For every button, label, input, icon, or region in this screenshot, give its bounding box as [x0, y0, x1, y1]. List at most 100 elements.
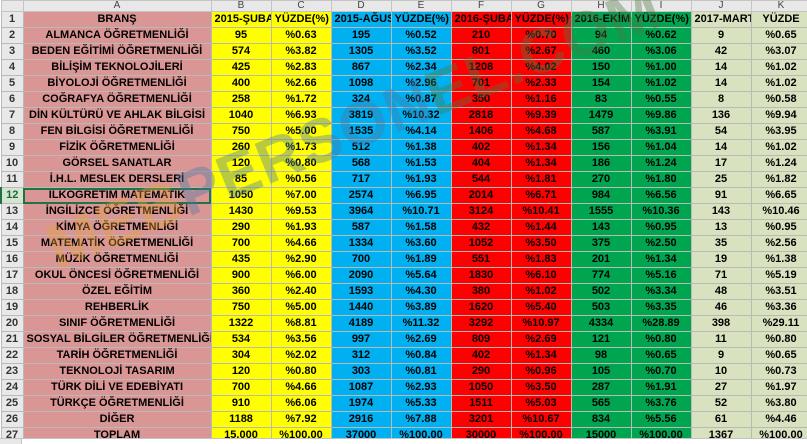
cell-pct-3[interactable]: %3.35: [630, 299, 692, 316]
cell-count-3[interactable]: 1479: [570, 107, 632, 124]
column-header-D[interactable]: D: [330, 0, 392, 12]
cell-count-3[interactable]: 121: [570, 331, 632, 348]
cell-count-1[interactable]: 512: [330, 139, 392, 156]
row-header-9[interactable]: 9: [0, 139, 24, 156]
cell-pct-4[interactable]: %6.65: [750, 187, 807, 204]
cell-count-2[interactable]: 3124: [450, 203, 512, 220]
column-header-I[interactable]: I: [630, 0, 692, 12]
header-cell-pct-4[interactable]: YÜZDE: [750, 11, 807, 28]
cell-pct-1[interactable]: %1.53: [390, 155, 452, 172]
cell-pct-3[interactable]: %3.06: [630, 43, 692, 60]
cell-pct-3[interactable]: %0.55: [630, 91, 692, 108]
cell-pct-4[interactable]: %1.02: [750, 59, 807, 76]
cell-count-0[interactable]: 95: [210, 27, 272, 44]
cell-pct-0[interactable]: %2.40: [270, 283, 332, 300]
cell-count-2[interactable]: 350: [450, 91, 512, 108]
cell-count-1[interactable]: 2574: [330, 187, 392, 204]
cell-count-3[interactable]: 565: [570, 395, 632, 412]
cell-pct-4[interactable]: %29.11: [750, 315, 807, 332]
cell-count-1[interactable]: 700: [330, 251, 392, 268]
row-header-20[interactable]: 20: [0, 315, 24, 332]
cell-pct-4[interactable]: %2.56: [750, 235, 807, 252]
cell-pct-4[interactable]: %0.95: [750, 219, 807, 236]
header-cell-count-0[interactable]: 2015-ŞUBAT: [210, 11, 272, 28]
cell-count-3[interactable]: 834: [570, 411, 632, 428]
cell-pct-4[interactable]: %4.46: [750, 411, 807, 428]
row-header-14[interactable]: 14: [0, 219, 24, 236]
cell-count-1[interactable]: 1974: [330, 395, 392, 412]
cell-pct-2[interactable]: %3.50: [510, 235, 572, 252]
header-cell-count-4[interactable]: 2017-MART(EK): [690, 11, 752, 28]
cell-pct-2[interactable]: %1.83: [510, 251, 572, 268]
cell-count-2[interactable]: 290: [450, 363, 512, 380]
cell-brans[interactable]: DİN KÜLTÜRÜ VE AHLAK BİLGİSİ: [22, 107, 212, 124]
cell-pct-1[interactable]: %10.32: [390, 107, 452, 124]
cell-brans[interactable]: SOSYAL BİLGİLER ÖĞRETMENLİĞİ: [22, 331, 212, 348]
cell-pct-0[interactable]: %4.66: [270, 379, 332, 396]
cell-count-3[interactable]: 154: [570, 75, 632, 92]
cell-count-2[interactable]: 2818: [450, 107, 512, 124]
cell-brans[interactable]: FİZİK ÖĞRETMENLİĞİ: [22, 139, 212, 156]
cell-pct-3[interactable]: %9.86: [630, 107, 692, 124]
cell-pct-3[interactable]: %0.62: [630, 27, 692, 44]
row-header-26[interactable]: 26: [0, 411, 24, 428]
cell-pct-3[interactable]: %5.56: [630, 411, 692, 428]
cell-pct-1[interactable]: %1.58: [390, 219, 452, 236]
cell-count-2[interactable]: 1830: [450, 267, 512, 284]
cell-count-4[interactable]: 17: [690, 155, 752, 172]
row-header-5[interactable]: 5: [0, 75, 24, 92]
cell-count-0[interactable]: 750: [210, 123, 272, 140]
cell-count-1[interactable]: 717: [330, 171, 392, 188]
cell-pct-1[interactable]: %0.52: [390, 27, 452, 44]
cell-pct-3[interactable]: %1.00: [630, 59, 692, 76]
cell-count-3[interactable]: 143: [570, 219, 632, 236]
cell-count-4[interactable]: 398: [690, 315, 752, 332]
cell-pct-2[interactable]: %4.68: [510, 123, 572, 140]
cell-pct-2[interactable]: %10.67: [510, 411, 572, 428]
cell-count-3[interactable]: 287: [570, 379, 632, 396]
cell-count-1[interactable]: 1535: [330, 123, 392, 140]
cell-count-1[interactable]: 867: [330, 59, 392, 76]
cell-count-0[interactable]: 360: [210, 283, 272, 300]
cell-pct-4[interactable]: %0.73: [750, 363, 807, 380]
header-cell-pct-1[interactable]: YÜZDE(%): [390, 11, 452, 28]
cell-count-4[interactable]: 35: [690, 235, 752, 252]
cell-pct-4[interactable]: %9.94: [750, 107, 807, 124]
cell-pct-0[interactable]: %6.00: [270, 267, 332, 284]
cell-count-2[interactable]: 544: [450, 171, 512, 188]
cell-count-0[interactable]: 435: [210, 251, 272, 268]
cell-pct-0[interactable]: %2.02: [270, 347, 332, 364]
cell-pct-3[interactable]: %1.02: [630, 75, 692, 92]
cell-pct-0[interactable]: %0.80: [270, 363, 332, 380]
cell-pct-3[interactable]: %1.34: [630, 251, 692, 268]
header-cell-count-2[interactable]: 2016-ŞUBAT: [450, 11, 512, 28]
cell-pct-1[interactable]: %1.38: [390, 139, 452, 156]
cell-pct-2[interactable]: %0.96: [510, 363, 572, 380]
cell-pct-0[interactable]: %1.72: [270, 91, 332, 108]
cell-count-1[interactable]: 312: [330, 347, 392, 364]
cell-count-1[interactable]: 303: [330, 363, 392, 380]
cell-count-4[interactable]: 27: [690, 379, 752, 396]
cell-pct-1[interactable]: %2.93: [390, 379, 452, 396]
cell-count-2[interactable]: 1511: [450, 395, 512, 412]
cell-brans[interactable]: ÖZEL EĞİTİM: [22, 283, 212, 300]
column-header-H[interactable]: H: [570, 0, 632, 12]
cell-count-4[interactable]: 9: [690, 347, 752, 364]
cell-brans[interactable]: TÜRKÇE ÖĞRETMENLİĞİ: [22, 395, 212, 412]
cell-pct-4[interactable]: %3.95: [750, 123, 807, 140]
cell-pct-1[interactable]: %2.69: [390, 331, 452, 348]
cell-pct-1[interactable]: %3.52: [390, 43, 452, 60]
column-header-G[interactable]: G: [510, 0, 572, 12]
row-header-22[interactable]: 22: [0, 347, 24, 364]
row-header-7[interactable]: 7: [0, 107, 24, 124]
row-header-13[interactable]: 13: [0, 203, 24, 220]
cell-count-1[interactable]: 1087: [330, 379, 392, 396]
cell-brans[interactable]: SINIF ÖĞRETMENLİĞİ: [22, 315, 212, 332]
cell-pct-0[interactable]: %0.80: [270, 155, 332, 172]
cell-pct-2[interactable]: %1.44: [510, 219, 572, 236]
cell-brans[interactable]: İNGİLİZCE ÖĞRETMENLİĞİ: [22, 203, 212, 220]
cell-brans[interactable]: TÜRK DİLİ VE EDEBİYATI: [22, 379, 212, 396]
cell-pct-0[interactable]: %1.93: [270, 219, 332, 236]
cell-count-4[interactable]: 42: [690, 43, 752, 60]
cell-count-3[interactable]: 201: [570, 251, 632, 268]
